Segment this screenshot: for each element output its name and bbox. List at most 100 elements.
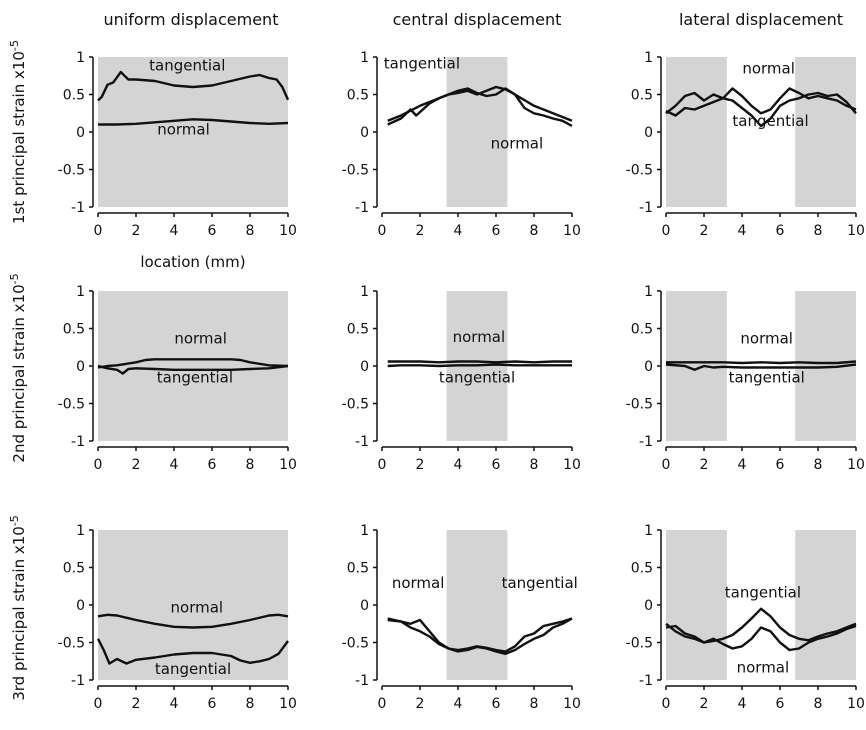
x-tick-label: 10 — [563, 223, 581, 239]
y-tick-label: -0.5 — [342, 397, 369, 413]
x-tick-label: 2 — [700, 696, 709, 712]
y-tick-label: -0.5 — [342, 163, 369, 179]
y-tick-label: -0.5 — [58, 163, 85, 179]
panel-4: 1 0.5 0 -0.5 -1 0 2 4 6 8 10 normal tangential — [58, 284, 297, 473]
x-tick-label: 2 — [416, 696, 425, 712]
panel-2: 1 0.5 0 -0.5 -1 0 2 4 6 8 10 tangential normal — [342, 50, 581, 239]
x-tick-label: 8 — [530, 696, 539, 712]
x-tick-label: 4 — [738, 696, 747, 712]
y-tick-label: 0.5 — [631, 88, 653, 104]
x-tick-label: 2 — [700, 223, 709, 239]
y-tick-label: 0 — [76, 125, 85, 141]
y-tick-label: -1 — [355, 673, 369, 689]
series-annotation: normal — [171, 599, 224, 617]
panel-7: 1 0.5 0 -0.5 -1 0 2 4 6 8 10 normal tangential — [58, 523, 297, 712]
x-tick-label: 8 — [246, 457, 255, 473]
x-tick-label: 0 — [378, 223, 387, 239]
y-tick-label: 1 — [76, 284, 85, 300]
x-tick-label: 10 — [847, 457, 865, 473]
series-annotation: tangential — [157, 369, 233, 387]
series-line-tangential — [665, 363, 857, 371]
x-tick-label: 0 — [378, 696, 387, 712]
series-annotation: tangential — [729, 369, 805, 387]
y-tick-label: 0.5 — [631, 322, 653, 338]
y-tick-label: -1 — [71, 434, 85, 450]
series-annotation: normal — [737, 659, 790, 677]
x-tick-label: 8 — [814, 457, 823, 473]
y-tick-label: 0 — [360, 598, 369, 614]
y-tick-label: 0 — [76, 359, 85, 375]
x-tick-label: 8 — [530, 223, 539, 239]
series-annotation: tangential — [502, 574, 578, 592]
series-line-tangential — [665, 607, 857, 644]
shaded-region — [795, 530, 856, 680]
y-tick-label: 1 — [76, 50, 85, 66]
x-tick-label: 8 — [530, 457, 539, 473]
x-tick-label: 10 — [279, 223, 297, 239]
x-tick-label: 2 — [700, 457, 709, 473]
shaded-region — [666, 57, 727, 207]
series-line-normal — [97, 613, 289, 629]
y-tick-label: 1 — [360, 284, 369, 300]
row-ylabel-3rd-exp: -5 — [8, 515, 21, 526]
x-tick-label: 8 — [814, 223, 823, 239]
x-tick-label: 2 — [132, 223, 141, 239]
y-tick-label: 0.5 — [63, 88, 85, 104]
x-tick-label: 4 — [454, 457, 463, 473]
series-annotation: tangential — [732, 112, 808, 130]
y-tick-label: -0.5 — [58, 636, 85, 652]
y-tick-label: 1 — [360, 50, 369, 66]
x-tick-label: 8 — [814, 696, 823, 712]
x-tick-label: 6 — [492, 223, 501, 239]
panels: 10.50-0.5-10 2 4 6 8 10tangentialnormal10.50-… — [58, 50, 865, 712]
y-tick-label: 0.5 — [631, 561, 653, 577]
series-line-tangential — [97, 70, 290, 102]
row-ylabel-3rd-text: 3rd principal strain x10 — [10, 526, 28, 701]
y-tick-label: -0.5 — [626, 163, 653, 179]
series-annotation: normal — [453, 328, 506, 346]
x-tick-label: 8 — [246, 223, 255, 239]
y-tick-label: -1 — [355, 434, 369, 450]
x-tick-label: 10 — [279, 457, 297, 473]
col-title-lateral: lateral displacement — [679, 10, 843, 29]
y-tick-label: 1 — [76, 523, 85, 539]
y-tick-label: -1 — [71, 673, 85, 689]
series-annotation: normal — [157, 120, 210, 138]
x-tick-label: 0 — [94, 696, 103, 712]
x-tick-label: 6 — [208, 457, 217, 473]
x-tick-label: 4 — [170, 457, 179, 473]
y-tick-label: 1 — [644, 50, 653, 66]
x-tick-label: 10 — [847, 696, 865, 712]
x-tick-label: 10 — [279, 696, 297, 712]
series-line-tangential — [387, 363, 572, 368]
series-line-tangential — [387, 85, 573, 126]
y-tick-label: 1 — [360, 523, 369, 539]
y-tick-label: -1 — [355, 200, 369, 216]
y-tick-label: 0.5 — [347, 322, 369, 338]
x-tick-label: 6 — [776, 696, 785, 712]
y-tick-label: -0.5 — [626, 397, 653, 413]
x-tick-label: 10 — [847, 223, 865, 239]
series-annotation: tangential — [155, 660, 231, 678]
x-tick-label: 2 — [416, 223, 425, 239]
y-tick-label: -1 — [639, 434, 653, 450]
column-titles: uniform displacement central displacemen… — [104, 10, 844, 29]
series-line-normal — [665, 624, 857, 652]
col-title-uniform: uniform displacement — [104, 10, 279, 29]
series-line-normal — [387, 360, 572, 364]
x-tick-label: 6 — [776, 223, 785, 239]
y-tick-label: 1 — [644, 523, 653, 539]
x-tick-label: 6 — [776, 457, 785, 473]
y-tick-label: -1 — [71, 200, 85, 216]
x-tick-label: 6 — [492, 457, 501, 473]
x-tick-label: 0 — [662, 223, 671, 239]
x-tick-label: 4 — [454, 223, 463, 239]
series-annotation: tangential — [439, 369, 515, 387]
row-ylabel-3rd: 3rd principal strain x10-5 — [8, 515, 28, 701]
shaded-region — [98, 57, 288, 207]
col-title-central: central displacement — [393, 10, 562, 29]
x-tick-label: 0 — [662, 696, 671, 712]
x-tick-label: 0 — [94, 457, 103, 473]
y-tick-label: 0.5 — [63, 322, 85, 338]
series-line-normal — [665, 87, 857, 115]
